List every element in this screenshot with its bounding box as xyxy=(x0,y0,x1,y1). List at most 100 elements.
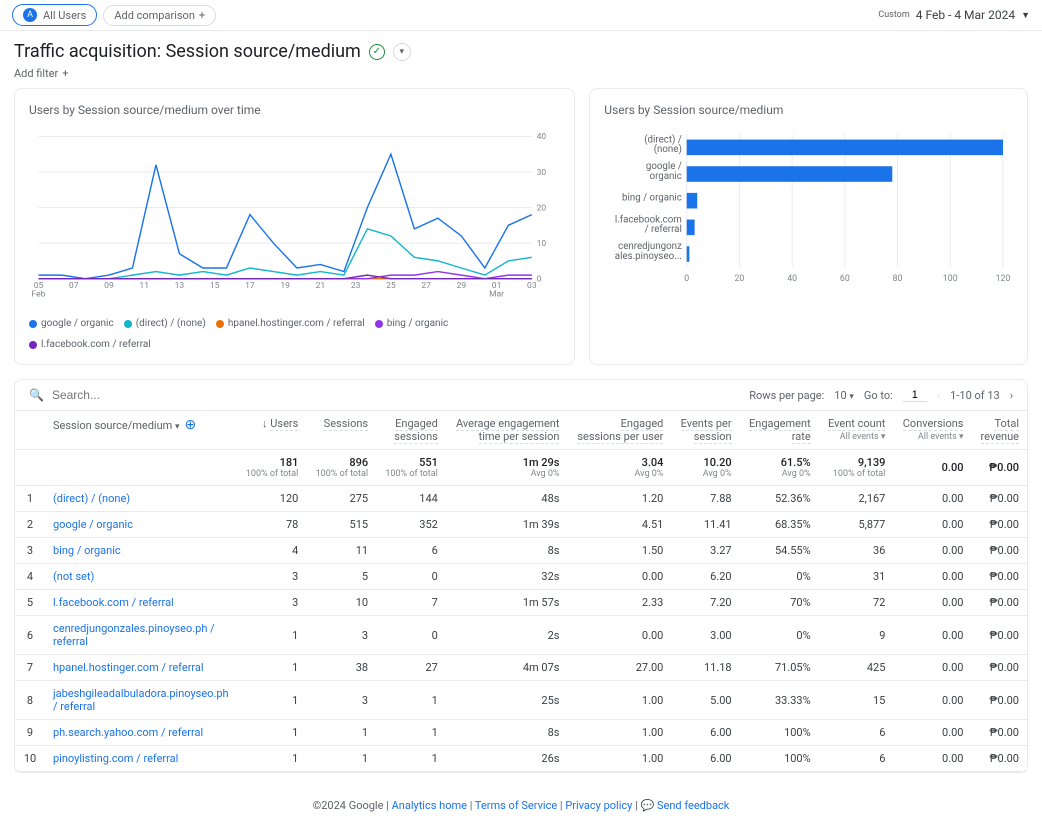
search-input[interactable] xyxy=(52,388,741,402)
rows-per-page-select[interactable]: 10 ▾ xyxy=(834,389,854,402)
title-row: Traffic acquisition: Session source/medi… xyxy=(0,31,1042,66)
svg-text:(none): (none) xyxy=(654,144,682,155)
plus-icon: + xyxy=(199,9,205,22)
rows-per-page-label: Rows per page: xyxy=(749,389,824,402)
date-custom-label: Custom xyxy=(878,10,909,20)
line-chart-title: Users by Session source/medium over time xyxy=(29,103,560,117)
dimension-link[interactable]: jabeshgileadalbuladora.pinoyseo.ph / ref… xyxy=(53,687,229,713)
footer-link[interactable]: Privacy policy xyxy=(565,799,632,812)
goto-input[interactable] xyxy=(903,389,927,402)
dimension-selector[interactable]: Session source/medium ▾ xyxy=(53,419,180,432)
dimension-link[interactable]: google / organic xyxy=(53,518,133,531)
line-chart-card: Users by Session source/medium over time… xyxy=(14,88,575,365)
add-comparison-label: Add comparison xyxy=(114,9,195,22)
table-row[interactable]: 6cenredjungonzales.pinoyseo.ph / referra… xyxy=(15,616,1027,655)
page-prev-icon[interactable]: ‹ xyxy=(937,389,940,402)
dimension-link[interactable]: cenredjungonzales.pinoyseo.ph / referral xyxy=(53,622,215,648)
svg-text:20: 20 xyxy=(537,203,547,213)
column-header[interactable]: Average engagementtime per session xyxy=(446,411,568,450)
column-header[interactable]: Engagementrate xyxy=(740,411,819,450)
dimension-link[interactable]: ph.search.yahoo.com / referral xyxy=(53,726,203,739)
dimension-link[interactable]: l.facebook.com / referral xyxy=(53,596,174,609)
page-range: 1-10 of 13 xyxy=(950,389,1000,402)
table-row[interactable]: 3bing / organic41168s1.503.2754.55%360.0… xyxy=(15,538,1027,564)
svg-text:27: 27 xyxy=(421,281,431,291)
svg-text:0: 0 xyxy=(537,275,542,285)
svg-text:20: 20 xyxy=(735,274,745,284)
table-row[interactable]: 7hpanel.hostinger.com / referral138274m … xyxy=(15,655,1027,681)
legend-item[interactable]: hpanel.hostinger.com / referral xyxy=(216,318,365,329)
dimension-link[interactable]: hpanel.hostinger.com / referral xyxy=(53,661,204,674)
date-range-text: 4 Feb - 4 Mar 2024 xyxy=(916,8,1015,22)
chevron-down-icon: ▼ xyxy=(1021,10,1030,21)
footer-link[interactable]: Analytics home xyxy=(392,799,467,812)
table-card: 🔍 Rows per page: 10 ▾ Go to: ‹ 1-10 of 1… xyxy=(14,379,1028,773)
table-row[interactable]: 9ph.search.yahoo.com / referral1118s1.00… xyxy=(15,720,1027,746)
svg-text:13: 13 xyxy=(175,281,185,291)
totals-row: 181100% of total896100% of total551100% … xyxy=(15,450,1027,486)
svg-text:03: 03 xyxy=(527,281,537,291)
date-range-picker[interactable]: Custom 4 Feb - 4 Mar 2024 ▼ xyxy=(878,8,1030,22)
legend-item[interactable]: (direct) / (none) xyxy=(124,318,206,329)
svg-text:organic: organic xyxy=(650,171,682,182)
add-comparison-chip[interactable]: Add comparison + xyxy=(103,5,216,26)
check-icon[interactable]: ✓ xyxy=(369,44,385,60)
bar-chart-title: Users by Session source/medium xyxy=(604,103,1013,117)
svg-text:15: 15 xyxy=(210,281,220,291)
svg-text:ales.pinoyseo...: ales.pinoyseo... xyxy=(615,251,682,262)
column-header[interactable]: Events persession xyxy=(671,411,739,450)
column-header[interactable]: Sessions xyxy=(306,411,376,450)
footer-link[interactable]: Terms of Service xyxy=(475,799,557,812)
table-row[interactable]: 1(direct) / (none)12027514448s1.207.8852… xyxy=(15,486,1027,512)
table-row[interactable]: 5l.facebook.com / referral31071m 57s2.33… xyxy=(15,590,1027,616)
title-dropdown[interactable]: ▾ xyxy=(393,43,411,61)
data-table: Session source/medium ▾ ⊕ ↓ UsersSessions… xyxy=(15,411,1027,772)
header-bar: A All Users Add comparison + Custom 4 Fe… xyxy=(0,0,1042,31)
search-icon: 🔍 xyxy=(29,388,44,402)
table-controls: 🔍 Rows per page: 10 ▾ Go to: ‹ 1-10 of 1… xyxy=(15,380,1027,411)
plus-icon: + xyxy=(62,67,68,80)
add-filter-button[interactable]: Add filter + xyxy=(14,67,69,80)
add-dimension-button[interactable]: ⊕ xyxy=(182,417,198,433)
svg-text:21: 21 xyxy=(316,281,326,291)
dimension-link[interactable]: pinoylisting.com / referral xyxy=(53,752,178,765)
dimension-link[interactable]: (direct) / (none) xyxy=(53,492,130,505)
line-chart-legend: google / organic (direct) / (none) hpanel.… xyxy=(29,318,560,350)
header-row: Session source/medium ▾ ⊕ ↓ UsersSessions… xyxy=(15,411,1027,450)
svg-text:100: 100 xyxy=(943,274,958,284)
legend-item[interactable]: bing / organic xyxy=(375,318,449,329)
svg-text:bing / organic: bing / organic xyxy=(622,193,682,204)
page-next-icon[interactable]: › xyxy=(1010,389,1013,402)
svg-text:40: 40 xyxy=(537,132,547,142)
all-users-chip[interactable]: A All Users xyxy=(12,4,97,26)
svg-text:10: 10 xyxy=(537,239,547,249)
svg-text:07: 07 xyxy=(69,281,79,291)
table-row[interactable]: 10pinoylisting.com / referral11126s1.006… xyxy=(15,746,1027,772)
table-row[interactable]: 2google / organic785153521m 39s4.5111.41… xyxy=(15,512,1027,538)
dimension-link[interactable]: (not set) xyxy=(53,570,94,583)
svg-text:25: 25 xyxy=(386,281,396,291)
page-title: Traffic acquisition: Session source/medi… xyxy=(14,41,361,62)
legend-item[interactable]: l.facebook.com / referral xyxy=(29,339,151,350)
table-row[interactable]: 4(not set)35032s0.006.200%310.00₱0.00 xyxy=(15,564,1027,590)
column-header[interactable]: ↓ Users xyxy=(237,411,307,450)
dimension-link[interactable]: bing / organic xyxy=(53,544,121,557)
legend-item[interactable]: google / organic xyxy=(29,318,114,329)
table-row[interactable]: 8jabeshgileadalbuladora.pinoyseo.ph / re… xyxy=(15,681,1027,720)
all-users-label: All Users xyxy=(43,9,86,22)
svg-text:17: 17 xyxy=(245,281,255,291)
svg-text:Mar: Mar xyxy=(489,290,504,300)
add-filter-label: Add filter xyxy=(14,67,58,80)
column-header[interactable]: Event countAll events ▾ xyxy=(819,411,894,450)
footer: ©2024 Google | Analytics home | Terms of… xyxy=(0,787,1042,824)
svg-text:11: 11 xyxy=(139,281,149,291)
column-header[interactable]: Totalrevenue xyxy=(971,411,1027,450)
bar-chart: 020406080100120(direct) /(none)google /o… xyxy=(604,127,1013,287)
column-header[interactable]: Engagedsessions xyxy=(376,411,446,450)
column-header[interactable]: Engagedsessions per user xyxy=(567,411,671,450)
svg-text:29: 29 xyxy=(457,281,467,291)
feedback-icon: 💬 xyxy=(641,799,655,812)
column-header[interactable]: ConversionsAll events ▾ xyxy=(893,411,971,450)
svg-text:80: 80 xyxy=(893,274,903,284)
send-feedback-link[interactable]: Send feedback xyxy=(657,799,729,812)
